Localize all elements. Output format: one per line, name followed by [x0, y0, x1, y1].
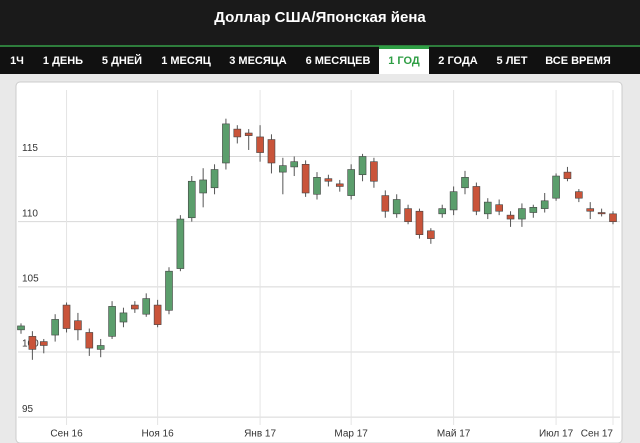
x-tick-label: Мар 17 — [334, 429, 368, 440]
y-tick-label: 110 — [22, 208, 38, 219]
x-tick-label: Сен 16 — [50, 429, 83, 440]
candle-body — [438, 208, 447, 215]
candle-body — [609, 213, 617, 222]
candle-body — [210, 169, 219, 189]
candle-body — [108, 306, 116, 337]
candle-body — [506, 214, 515, 220]
active-tab-bg — [379, 46, 429, 74]
candle-body — [324, 178, 333, 182]
candle-body — [17, 325, 25, 331]
tab[interactable]: 1 МЕСЯЦ — [161, 55, 211, 67]
candle-body — [199, 179, 207, 194]
candle-body — [552, 175, 560, 199]
chart-panel — [15, 81, 623, 443]
candle-body — [96, 345, 105, 350]
x-tick-label: Май 17 — [437, 429, 471, 440]
candle-body — [142, 298, 151, 315]
candle-body — [495, 204, 503, 212]
candle-body — [415, 210, 424, 235]
candle-body — [74, 320, 82, 331]
candle-body — [461, 177, 469, 189]
candle-body — [165, 270, 173, 311]
candle-body — [404, 208, 412, 222]
candle-body — [62, 304, 71, 329]
x-tick-label: Сен 17 — [581, 429, 614, 440]
candle-body — [119, 312, 128, 323]
candle-body — [518, 208, 526, 220]
candle-body — [176, 218, 185, 269]
candle-body — [28, 336, 37, 350]
candle-body — [335, 183, 344, 187]
candle-body — [187, 180, 196, 219]
candle-body — [153, 304, 162, 325]
candle-body — [85, 332, 94, 349]
candle-body — [244, 132, 253, 136]
header-bar — [0, 0, 640, 46]
y-tick-label: 95 — [22, 404, 34, 415]
candle-body — [381, 195, 390, 212]
y-tick-label: 115 — [22, 143, 38, 154]
header-title: Доллар США/Японская йена — [214, 9, 426, 26]
tab[interactable]: 5 ЛЕТ — [497, 55, 528, 67]
candle-body — [392, 199, 401, 215]
tab[interactable]: 3 МЕСЯЦА — [229, 55, 287, 67]
candle-body — [131, 304, 139, 310]
candle-body — [39, 341, 48, 346]
candle-body — [51, 319, 59, 336]
y-tick-label: 105 — [22, 273, 39, 284]
candle-body — [358, 156, 367, 176]
candle-body — [301, 163, 310, 194]
candle-body — [449, 191, 458, 211]
x-tick-label: Янв 17 — [244, 429, 276, 440]
candle-body — [427, 230, 435, 239]
x-tick-label: Июл 17 — [539, 429, 574, 440]
candle-body — [586, 208, 595, 212]
candle-body — [290, 161, 299, 168]
tab[interactable]: 6 МЕСЯЦЕВ — [306, 55, 371, 67]
tab[interactable]: 1 ДЕНЬ — [43, 55, 83, 67]
tab[interactable]: 1Ч — [10, 55, 24, 67]
candle-body — [472, 186, 481, 212]
tab[interactable]: 2 ГОДА — [438, 55, 478, 67]
candle-body — [347, 169, 355, 196]
tab[interactable]: ВСЕ ВРЕМЯ — [545, 55, 611, 67]
candle-body — [370, 161, 378, 182]
tabs: 1Ч 1 ДЕНЬ 5 ДНЕЙ 1 МЕСЯЦ 3 МЕСЯЦА 6 МЕСЯЦЕВ 1 … — [10, 46, 611, 74]
candle-body — [313, 177, 321, 195]
candle-body — [222, 123, 230, 164]
candle-body — [256, 136, 264, 153]
candle-body — [597, 212, 606, 215]
tab[interactable]: 5 ДНЕЙ — [102, 54, 142, 67]
candle-body — [540, 200, 549, 209]
x-tick-label: Ноя 16 — [142, 429, 175, 440]
tab[interactable]: 1 ГОД — [388, 55, 420, 67]
candle-body — [233, 128, 242, 138]
candle-body — [529, 207, 538, 213]
candle-body — [279, 165, 287, 173]
tab-bar — [0, 46, 640, 74]
candle-body — [483, 201, 492, 215]
tab-bar-border — [0, 45, 640, 47]
candle-body — [563, 171, 572, 179]
active-tab-marker — [379, 46, 429, 49]
candle-body — [575, 191, 583, 199]
candle-body — [267, 139, 276, 164]
